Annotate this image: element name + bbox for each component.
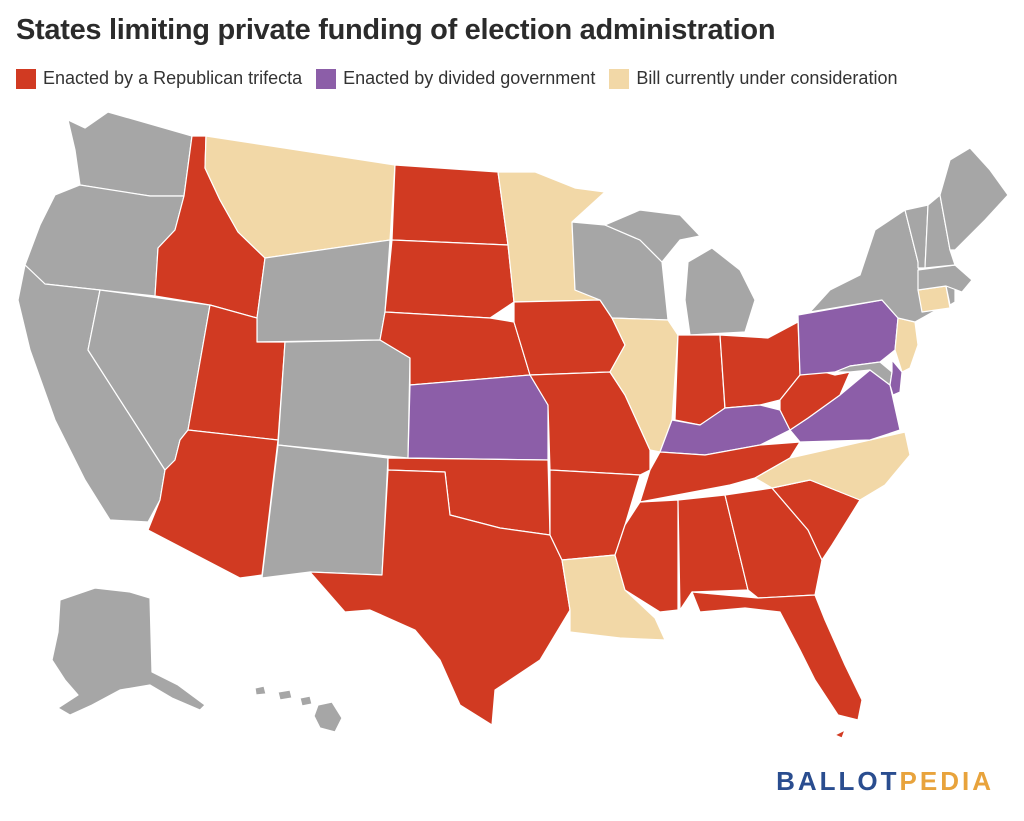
state-kansas[interactable] xyxy=(407,374,549,461)
legend-label-republican: Enacted by a Republican trifecta xyxy=(43,68,303,88)
state-tennessee[interactable] xyxy=(639,441,801,503)
legend-item-republican-trifecta: Enacted by a Republican trifecta xyxy=(16,68,302,89)
state-new-mexico[interactable] xyxy=(261,444,389,579)
legend-item-under-consideration: Bill currently under consideration xyxy=(609,68,897,89)
logo-part-ballot: BALLOT xyxy=(776,766,900,796)
state-north-carolina[interactable] xyxy=(754,431,911,501)
logo-part-pedia: PEDIA xyxy=(899,766,994,796)
state-maine[interactable] xyxy=(939,147,1009,251)
legend: Enacted by a Republican trifecta Enacted… xyxy=(16,68,911,89)
state-texas[interactable] xyxy=(309,469,571,726)
state-north-dakota[interactable] xyxy=(391,164,509,246)
legend-label-pending: Bill currently under consideration xyxy=(636,68,898,88)
state-illinois[interactable] xyxy=(609,317,679,453)
state-vermont[interactable] xyxy=(904,204,929,269)
state-new-hampshire[interactable] xyxy=(924,194,956,269)
map-title: States limiting private funding of elect… xyxy=(16,14,776,46)
legend-label-divided: Enacted by divided government xyxy=(343,68,596,88)
state-indiana[interactable] xyxy=(674,334,726,426)
state-mississippi[interactable] xyxy=(614,499,679,613)
state-oregon[interactable] xyxy=(24,184,185,297)
state-washington[interactable] xyxy=(67,111,193,197)
state-south-dakota[interactable] xyxy=(384,239,515,319)
legend-swatch-republican xyxy=(16,68,36,89)
legend-item-divided-government: Enacted by divided government xyxy=(316,68,595,89)
state-michigan[interactable] xyxy=(604,209,756,336)
ballotpedia-logo: BALLOTPEDIA xyxy=(776,766,994,797)
state-alabama[interactable] xyxy=(677,494,749,611)
state-colorado[interactable] xyxy=(277,339,411,459)
legend-swatch-pending xyxy=(609,68,630,89)
state-alaska[interactable] xyxy=(51,587,206,716)
state-new-jersey[interactable] xyxy=(894,317,919,373)
state-florida[interactable] xyxy=(691,591,863,739)
state-hawaii[interactable] xyxy=(254,685,343,733)
legend-swatch-divided xyxy=(316,68,337,89)
